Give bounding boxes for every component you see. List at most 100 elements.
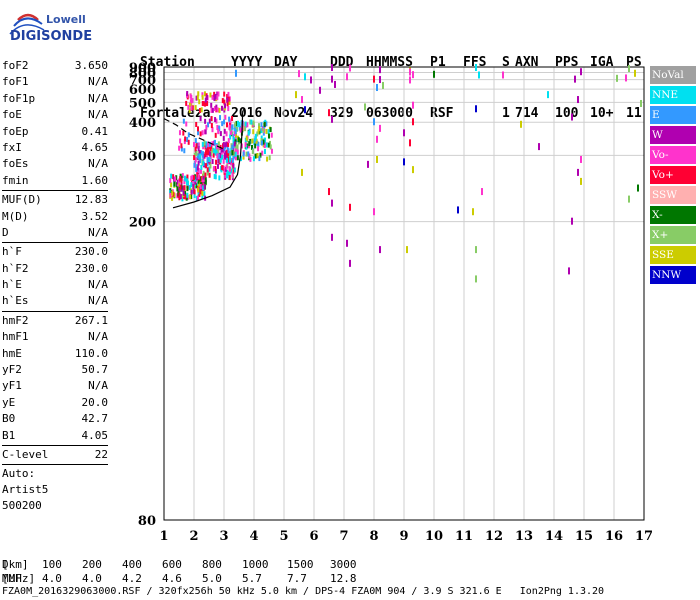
echo-point — [328, 188, 330, 196]
echo-point — [186, 192, 189, 198]
echo-point — [195, 121, 198, 127]
echo-point — [379, 124, 381, 132]
echo-point — [195, 169, 198, 175]
echo-point — [214, 168, 217, 174]
echo-point — [433, 70, 435, 78]
echo-point — [212, 152, 215, 158]
echo-point — [184, 194, 187, 200]
echo-point — [214, 166, 217, 172]
echo-point — [193, 175, 196, 181]
echo-point — [266, 156, 269, 162]
param-value: 3.650 — [74, 59, 108, 72]
echo-point — [208, 172, 211, 178]
echo-point — [223, 119, 226, 125]
y-tick-label: 900 — [129, 61, 156, 76]
echo-point — [233, 141, 236, 147]
x-tick-label: 7 — [339, 529, 348, 544]
echo-point — [228, 124, 231, 130]
legend-item: X- — [650, 206, 696, 224]
echo-point — [406, 246, 408, 254]
echo-point — [210, 102, 213, 108]
y-tick-label: 700 — [129, 74, 156, 89]
echo-point — [256, 153, 259, 159]
echo-point — [228, 99, 231, 105]
echo-point — [184, 176, 187, 182]
echo-point — [226, 97, 229, 103]
param-value: N/A — [88, 108, 108, 122]
param-value: 12.83 — [74, 193, 108, 207]
echo-point — [205, 95, 208, 101]
distance-table-cell: MUF — [2, 572, 22, 585]
echo-point — [301, 96, 303, 104]
echo-point — [174, 176, 177, 182]
echo-point — [260, 140, 263, 146]
echo-point — [185, 100, 188, 106]
echo-point — [208, 157, 211, 163]
echo-point — [247, 151, 250, 157]
echo-point — [628, 65, 630, 73]
echo-point — [205, 143, 208, 149]
echo-point — [197, 178, 200, 184]
echo-point — [232, 154, 235, 160]
echo-point — [224, 150, 227, 156]
echo-point — [206, 147, 209, 153]
echo-point — [206, 152, 209, 158]
distance-table-cell: 4.6 — [162, 572, 182, 585]
x-tick-label: 1 — [159, 529, 168, 544]
echo-point — [616, 74, 618, 82]
echo-point — [210, 143, 213, 149]
echo-point — [262, 130, 265, 136]
echo-point — [191, 174, 194, 180]
echo-point — [207, 122, 210, 128]
echo-point — [231, 144, 234, 150]
echo-point — [197, 160, 200, 166]
echo-point — [192, 142, 195, 148]
echo-point — [349, 259, 351, 267]
echo-point — [580, 155, 582, 163]
echo-point — [213, 139, 216, 145]
param-row: C-level 22 — [2, 447, 108, 463]
echo-point — [223, 99, 226, 105]
echo-point — [209, 163, 212, 169]
param-value: 110.0 — [74, 346, 108, 360]
echo-point — [245, 144, 248, 150]
echo-point — [242, 151, 245, 157]
echo-point — [222, 166, 225, 172]
echo-point — [198, 99, 201, 105]
echo-point — [184, 136, 187, 142]
echo-point — [187, 104, 190, 110]
param-label: hmF2 — [2, 313, 29, 327]
echo-point — [227, 138, 230, 144]
echo-point — [213, 91, 216, 97]
echo-point — [170, 182, 173, 188]
echo-point — [228, 167, 231, 173]
echo-point — [216, 91, 219, 97]
echo-point — [634, 69, 636, 77]
distance-table-cell: 100 — [42, 558, 62, 571]
echo-point — [214, 132, 217, 138]
param-row: fmin 1.60 — [2, 173, 108, 189]
header-label-2: DAY — [274, 55, 298, 70]
echo-point — [232, 137, 235, 143]
echo-point — [186, 91, 189, 97]
param-row: h`F 230.0 — [2, 244, 108, 260]
echo-point — [226, 94, 229, 100]
distance-table-cell: D — [2, 558, 9, 571]
echo-point — [224, 114, 227, 120]
echo-point — [248, 141, 251, 147]
echo-point — [244, 142, 247, 148]
echo-point — [231, 158, 234, 164]
echo-point — [204, 177, 207, 183]
param-label: C-level — [2, 447, 49, 461]
echo-point — [242, 154, 245, 160]
echo-point — [186, 186, 189, 192]
echo-point — [208, 151, 211, 157]
param-separator — [2, 190, 108, 192]
param-row: fxI 4.65 — [2, 140, 108, 156]
solid-trace — [172, 109, 245, 209]
echo-point — [240, 143, 243, 149]
echo-point — [225, 131, 228, 137]
echo-point — [180, 178, 183, 184]
echo-point — [199, 116, 202, 122]
echo-point — [640, 99, 642, 107]
